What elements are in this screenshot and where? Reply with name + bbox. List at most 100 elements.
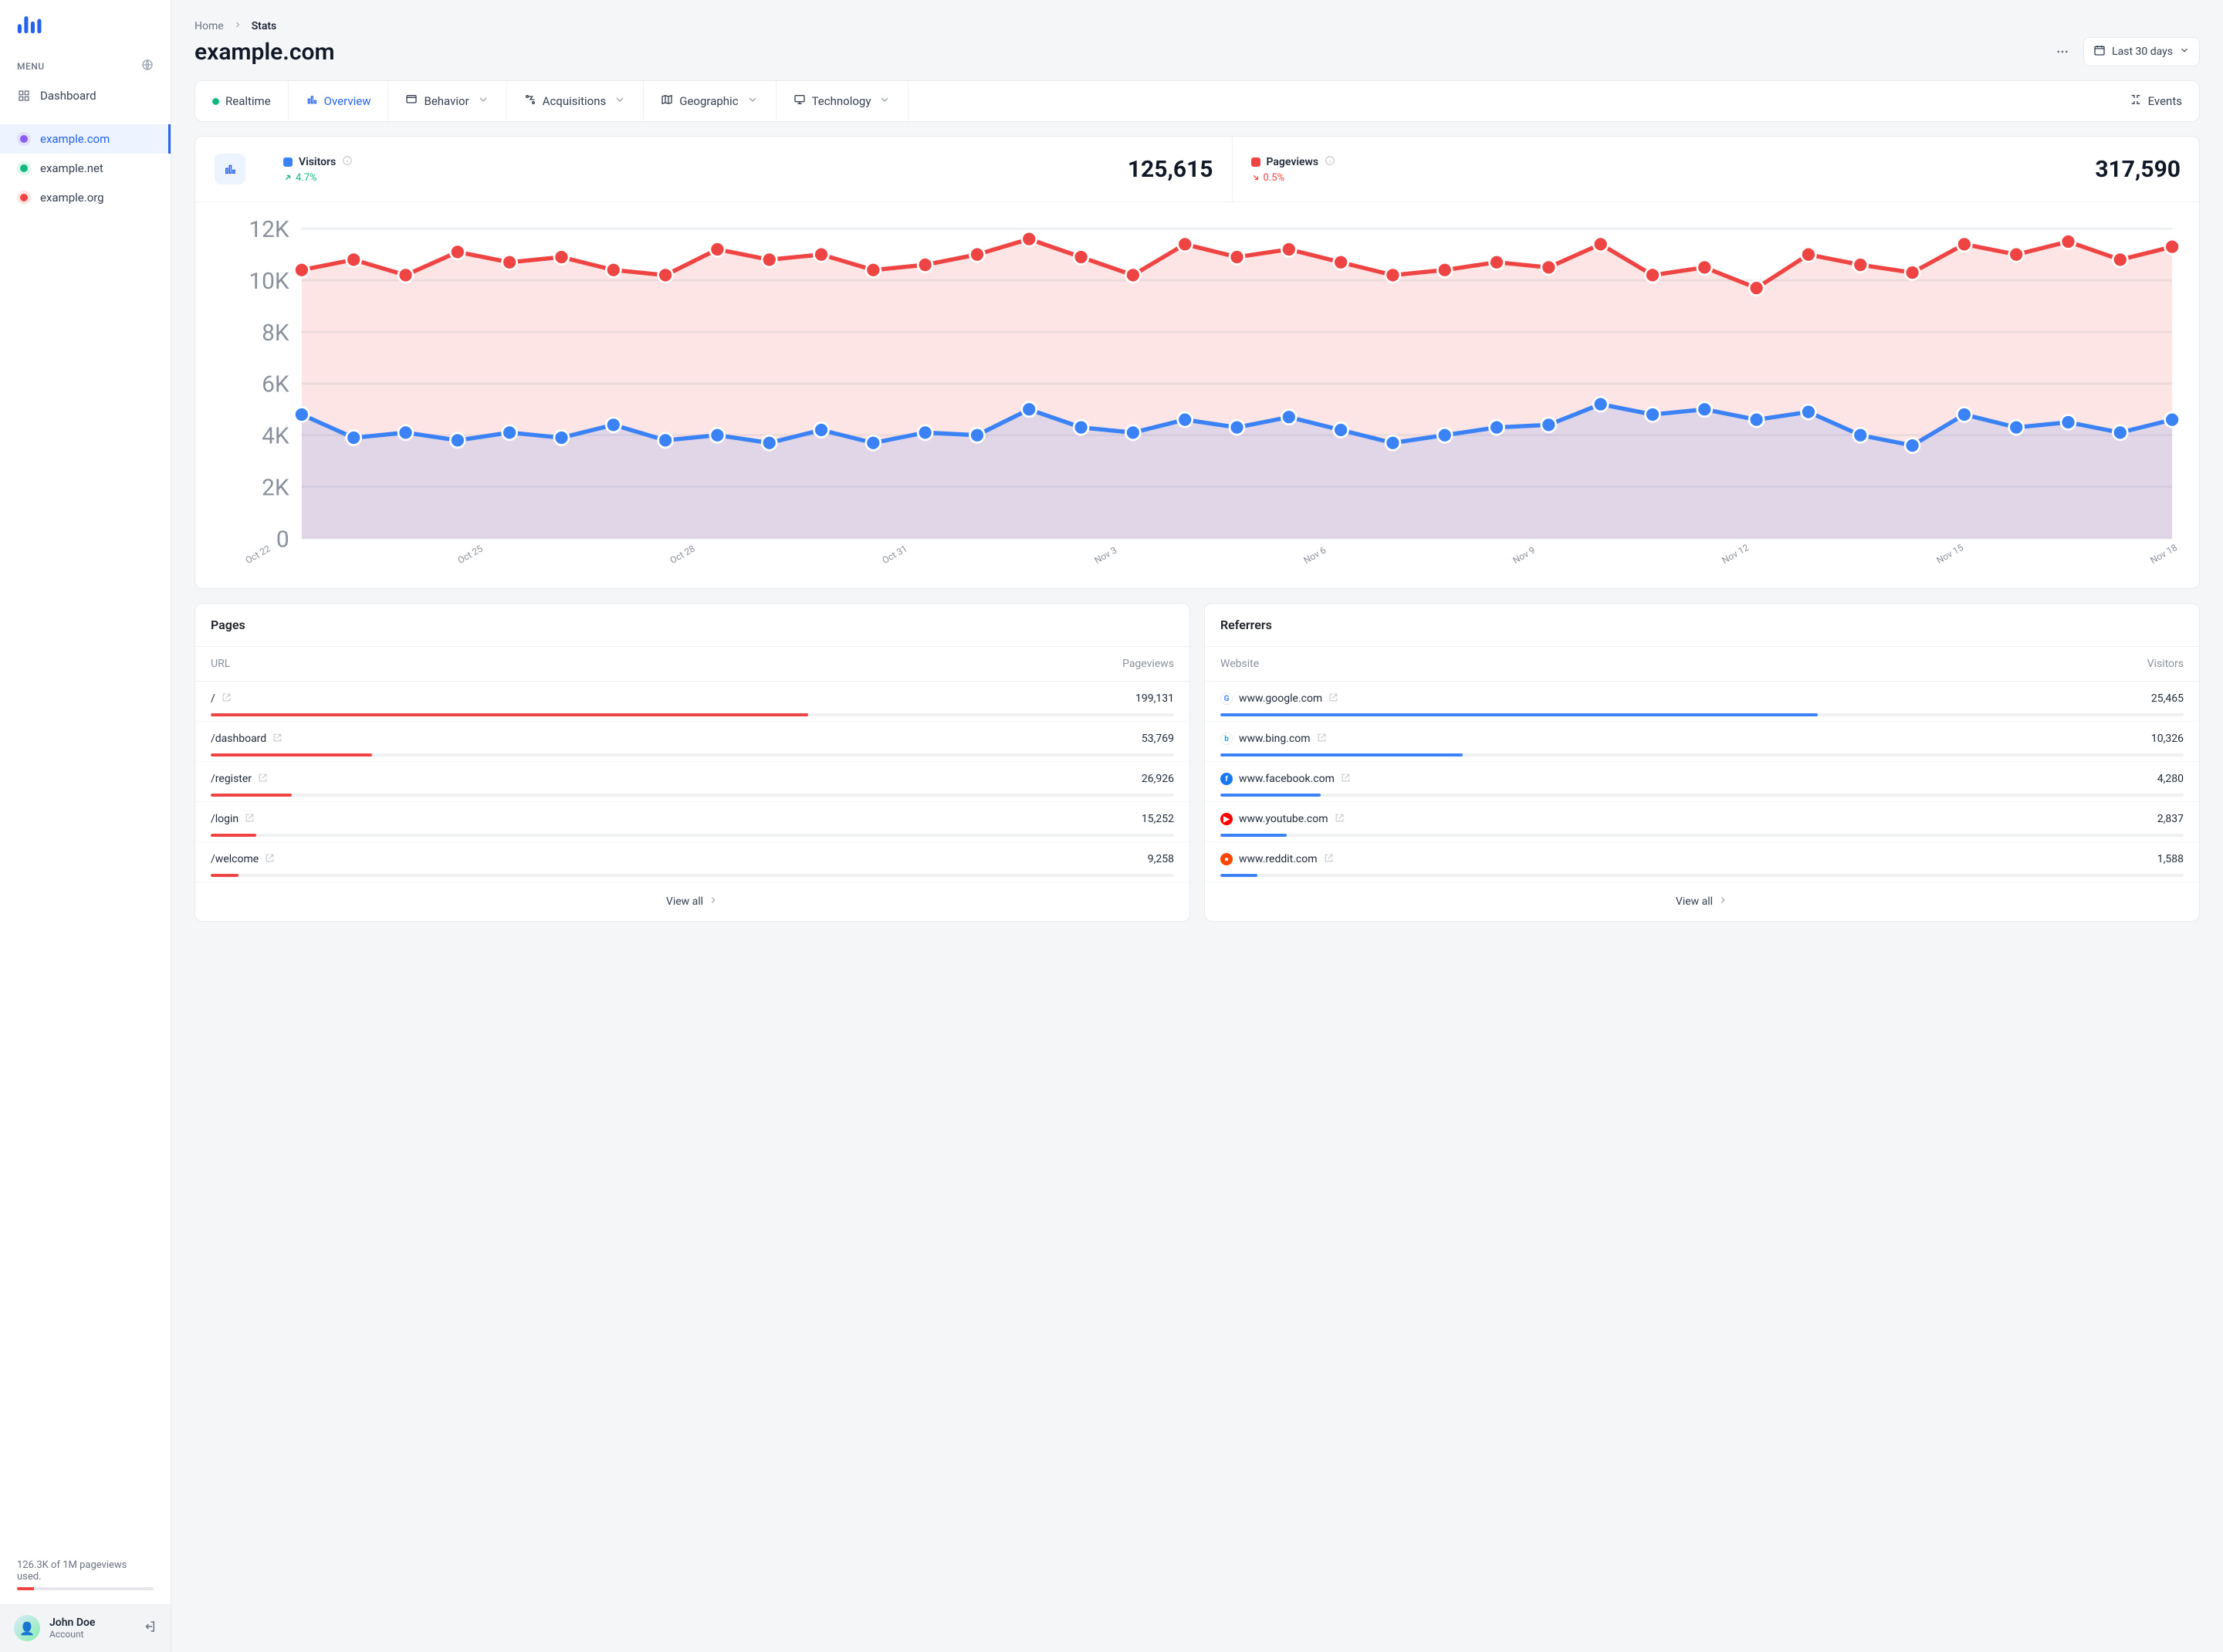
usage-bar: [17, 1587, 154, 1590]
table-row[interactable]: /welcome 9,258: [195, 842, 1189, 882]
row-value: 1,588: [2157, 853, 2184, 865]
sidebar-site-item[interactable]: example.org: [0, 183, 171, 212]
globe-icon[interactable]: [141, 59, 154, 73]
pageviews-swatch: [1251, 157, 1260, 167]
row-label: www.youtube.com: [1239, 813, 1328, 825]
chevron-down-icon: [878, 93, 891, 109]
referrers-card: Referrers Website Visitors Gwww.google.c…: [1204, 603, 2200, 922]
external-link-icon[interactable]: [1335, 813, 1345, 826]
chart-icon: [215, 154, 245, 184]
behavior-icon: [405, 93, 418, 109]
external-link-icon[interactable]: [1317, 733, 1327, 746]
row-bar: [211, 834, 1174, 837]
referrers-view-all[interactable]: View all: [1205, 882, 2199, 921]
external-link-icon[interactable]: [245, 813, 255, 826]
tab-label: Realtime: [225, 94, 271, 108]
breadcrumb: Home Stats: [195, 20, 2200, 32]
account-block[interactable]: 👤 John Doe Account: [0, 1604, 171, 1652]
table-row[interactable]: fwww.facebook.com 4,280: [1205, 762, 2199, 802]
external-link-icon[interactable]: [258, 773, 268, 786]
referrers-title: Referrers: [1205, 604, 2199, 647]
svg-text:8K: 8K: [262, 320, 289, 347]
site-label: example.com: [40, 132, 110, 146]
row-value: 10,326: [2151, 733, 2184, 745]
breadcrumb-home[interactable]: Home: [195, 20, 224, 32]
external-link-icon[interactable]: [222, 692, 232, 706]
table-row[interactable]: ●www.reddit.com 1,588: [1205, 842, 2199, 882]
favicon-icon: G: [1220, 692, 1233, 705]
acquisitions-icon: [524, 93, 536, 109]
external-link-icon[interactable]: [265, 853, 275, 866]
kpi-visitors[interactable]: Visitors 4.7% 125,615: [265, 137, 1233, 201]
table-row[interactable]: bwww.bing.com 10,326: [1205, 722, 2199, 762]
svg-text:6K: 6K: [262, 371, 289, 398]
nav-dashboard[interactable]: Dashboard: [0, 81, 171, 110]
table-row[interactable]: /dashboard 53,769: [195, 722, 1189, 762]
chevron-down-icon: [746, 93, 759, 109]
row-bar: [1220, 753, 2184, 757]
info-icon[interactable]: [1325, 155, 1335, 169]
kpi-visitors-label: Visitors: [299, 156, 336, 168]
row-value: 2,837: [2157, 813, 2184, 825]
tab-overview[interactable]: Overview: [289, 81, 389, 121]
row-label: www.facebook.com: [1239, 773, 1335, 785]
visitors-swatch: [283, 157, 293, 167]
tabs: Realtime Overview Behavior Acquisitions Geog…: [195, 80, 2200, 122]
external-link-icon[interactable]: [1324, 853, 1334, 866]
calendar-icon: [2093, 44, 2106, 59]
table-row[interactable]: ▶www.youtube.com 2,837: [1205, 802, 2199, 842]
chevron-down-icon: [477, 93, 489, 109]
svg-text:0: 0: [276, 526, 289, 550]
page-title: example.com: [195, 39, 335, 66]
external-link-icon[interactable]: [272, 733, 283, 746]
svg-text:2K: 2K: [262, 474, 289, 501]
row-value: 26,926: [1142, 773, 1174, 785]
chevron-right-icon: [233, 20, 242, 32]
tab-label: Overview: [324, 94, 371, 108]
more-button[interactable]: [2049, 39, 2076, 65]
logout-icon[interactable]: [143, 1620, 157, 1637]
nav-dashboard-label: Dashboard: [40, 89, 96, 103]
pages-title: Pages: [195, 604, 1189, 647]
account-role: Account: [49, 1629, 95, 1640]
pages-view-all[interactable]: View all: [195, 882, 1189, 921]
row-value: 9,258: [1148, 853, 1174, 865]
tab-technology[interactable]: Technology: [777, 81, 909, 121]
table-row[interactable]: /register 26,926: [195, 762, 1189, 802]
technology-icon: [793, 93, 806, 109]
info-icon[interactable]: [342, 155, 353, 169]
tab-realtime[interactable]: Realtime: [195, 81, 289, 121]
kpi-pageviews[interactable]: Pageviews 0.5% 317,590: [1233, 137, 2200, 201]
row-bar: [211, 874, 1174, 877]
svg-text:12K: 12K: [249, 216, 289, 243]
external-link-icon[interactable]: [1328, 692, 1338, 706]
tab-events[interactable]: Events: [2113, 81, 2199, 121]
date-range-label: Last 30 days: [2112, 46, 2173, 58]
sidebar-site-item[interactable]: example.net: [0, 154, 171, 183]
date-range-button[interactable]: Last 30 days: [2083, 37, 2200, 66]
tab-behavior[interactable]: Behavior: [388, 81, 506, 121]
table-row[interactable]: Gwww.google.com 25,465: [1205, 682, 2199, 722]
external-link-icon[interactable]: [1341, 773, 1351, 786]
tab-label: Geographic: [679, 94, 738, 108]
usage-block: 126.3K of 1M pageviews used.: [0, 1547, 171, 1595]
svg-text:10K: 10K: [249, 268, 289, 295]
usage-text: 126.3K of 1M pageviews used.: [17, 1559, 154, 1583]
table-row[interactable]: /login 15,252: [195, 802, 1189, 842]
row-label: www.reddit.com: [1239, 853, 1318, 865]
kpi-pageviews-delta: 0.5%: [1251, 172, 1336, 184]
overview-card: Visitors 4.7% 125,615 Pag: [195, 136, 2200, 589]
tab-label: Events: [2148, 94, 2182, 108]
menu-heading: MENU: [17, 61, 45, 72]
dashboard-icon: [17, 89, 31, 103]
tab-label: Technology: [812, 94, 871, 108]
tab-geographic[interactable]: Geographic: [644, 81, 776, 121]
pages-card: Pages URL Pageviews / 199,131 /dashboard…: [195, 603, 1190, 922]
referrers-col-visitors: Visitors: [2147, 658, 2184, 670]
chevron-right-icon: [708, 895, 719, 909]
tab-label: Acquisitions: [543, 94, 607, 108]
table-row[interactable]: / 199,131: [195, 682, 1189, 722]
tab-acquisitions[interactable]: Acquisitions: [507, 81, 645, 121]
sidebar-site-item[interactable]: example.com: [0, 124, 171, 154]
kpi-visitors-delta: 4.7%: [283, 172, 353, 184]
